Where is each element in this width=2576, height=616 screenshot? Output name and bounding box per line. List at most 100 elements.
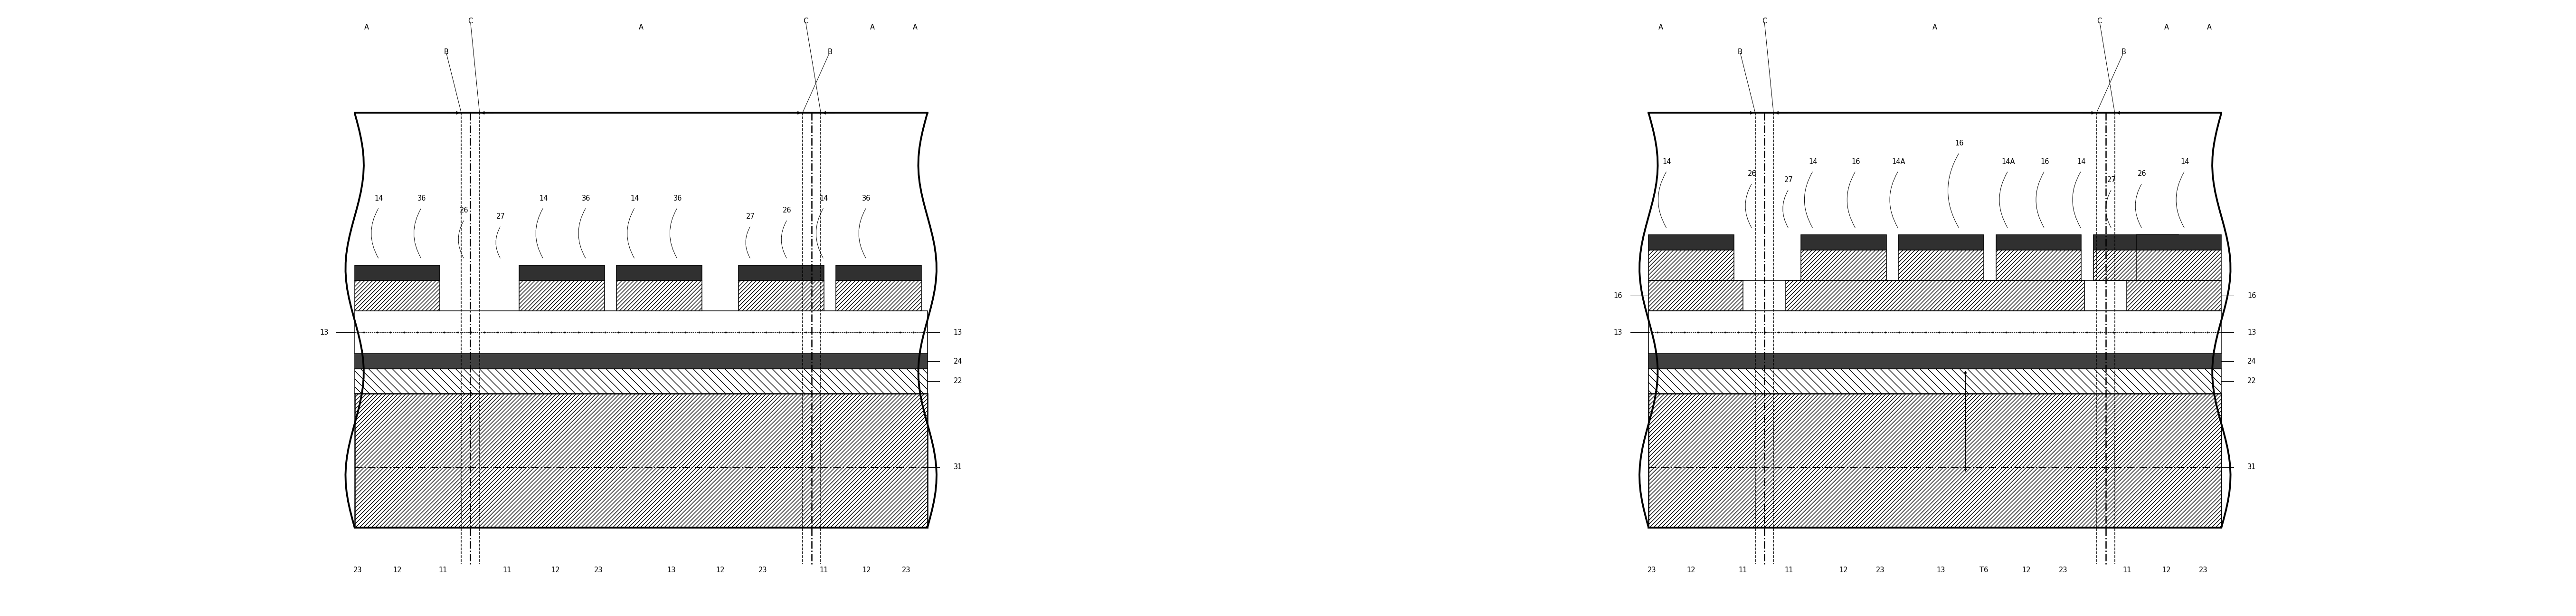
Text: 23: 23 [902, 567, 909, 573]
Text: A: A [912, 24, 917, 31]
Bar [355, 280, 440, 311]
Text: 11: 11 [1739, 567, 1747, 573]
Bar [1649, 394, 2221, 527]
Text: 26: 26 [783, 207, 791, 214]
Bar [2094, 250, 2179, 280]
Bar [2094, 235, 2179, 250]
Bar [1801, 250, 1886, 280]
Text: 11: 11 [438, 567, 448, 573]
Bar [1785, 280, 2084, 311]
Text: 11: 11 [1785, 567, 1793, 573]
Bar [739, 265, 824, 280]
Text: 13: 13 [667, 567, 675, 573]
Bar [1649, 311, 2221, 354]
Text: 27: 27 [497, 213, 505, 220]
Text: 12: 12 [1687, 567, 1695, 573]
Text: C: C [2097, 18, 2102, 25]
Text: C: C [469, 18, 474, 25]
Text: 11: 11 [502, 567, 513, 573]
Text: 12: 12 [863, 567, 871, 573]
Text: 16: 16 [1955, 140, 1963, 147]
Text: 13: 13 [1613, 329, 1623, 336]
Bar [520, 280, 605, 311]
Bar [2128, 280, 2221, 311]
Bar [355, 265, 440, 280]
Text: 31: 31 [953, 464, 963, 471]
Text: 22: 22 [953, 378, 963, 385]
Text: 14A: 14A [2002, 158, 2014, 165]
Bar [520, 265, 605, 280]
Text: A: A [2164, 24, 2169, 31]
Bar [837, 265, 922, 280]
Text: 27: 27 [2107, 176, 2115, 184]
Text: 16: 16 [1613, 292, 1623, 299]
Bar [1899, 250, 1984, 280]
Text: 14: 14 [374, 195, 384, 202]
Text: 13: 13 [953, 329, 963, 336]
Text: 12: 12 [551, 567, 559, 573]
Text: 14: 14 [538, 195, 549, 202]
Text: 23: 23 [595, 567, 603, 573]
Text: A: A [871, 24, 876, 31]
Text: 23: 23 [1875, 567, 1886, 573]
Bar [1649, 280, 1744, 311]
Text: C: C [804, 18, 809, 25]
Bar [1649, 235, 1734, 250]
Bar [1899, 235, 1984, 250]
Text: 16: 16 [2246, 292, 2257, 299]
Text: 24: 24 [953, 358, 963, 365]
Bar [1649, 250, 1734, 280]
Bar [2136, 235, 2221, 250]
Text: 14: 14 [1808, 158, 1819, 165]
Text: A: A [639, 24, 644, 31]
Bar [739, 280, 824, 311]
Text: 36: 36 [582, 195, 590, 202]
Bar [355, 394, 927, 527]
Text: 23: 23 [2058, 567, 2069, 573]
Text: 22: 22 [2246, 378, 2257, 385]
Bar [1996, 250, 2081, 280]
Text: 23: 23 [2200, 567, 2208, 573]
Text: A: A [2208, 24, 2213, 31]
Text: 14: 14 [819, 195, 829, 202]
Text: B: B [1739, 48, 1741, 55]
Bar [1996, 235, 2081, 250]
Text: 26: 26 [1747, 170, 1757, 177]
Text: 26: 26 [2138, 170, 2146, 177]
Bar [1801, 235, 1886, 250]
Text: 36: 36 [863, 195, 871, 202]
Text: 16: 16 [1852, 158, 1860, 165]
Text: A: A [363, 24, 368, 31]
Text: 14: 14 [1662, 158, 1672, 165]
Text: 27: 27 [747, 213, 755, 220]
Text: 12: 12 [2022, 567, 2030, 573]
Text: 26: 26 [461, 207, 469, 214]
Text: 11: 11 [2123, 567, 2130, 573]
Text: A: A [1659, 24, 1664, 31]
Text: 14A: 14A [1891, 158, 1906, 165]
Text: 36: 36 [417, 195, 425, 202]
Text: C: C [1762, 18, 1767, 25]
Text: 23: 23 [757, 567, 768, 573]
Text: 14: 14 [2076, 158, 2087, 165]
Text: A: A [1932, 24, 1937, 31]
Bar [837, 280, 922, 311]
Text: B: B [443, 48, 448, 55]
Text: 27: 27 [1785, 176, 1793, 184]
Text: 13: 13 [319, 329, 330, 336]
Text: 12: 12 [2161, 567, 2172, 573]
Text: 12: 12 [1839, 567, 1847, 573]
Bar [1649, 369, 2221, 394]
Bar [355, 369, 927, 394]
Text: 36: 36 [672, 195, 683, 202]
Text: 14: 14 [2179, 158, 2190, 165]
Bar [2136, 250, 2221, 280]
Text: 16: 16 [2040, 158, 2048, 165]
Bar [355, 311, 927, 354]
Text: 24: 24 [2246, 358, 2257, 365]
Bar [616, 265, 701, 280]
Text: 23: 23 [1646, 567, 1656, 573]
Text: 23: 23 [353, 567, 363, 573]
Bar [355, 354, 927, 369]
Text: 12: 12 [394, 567, 402, 573]
